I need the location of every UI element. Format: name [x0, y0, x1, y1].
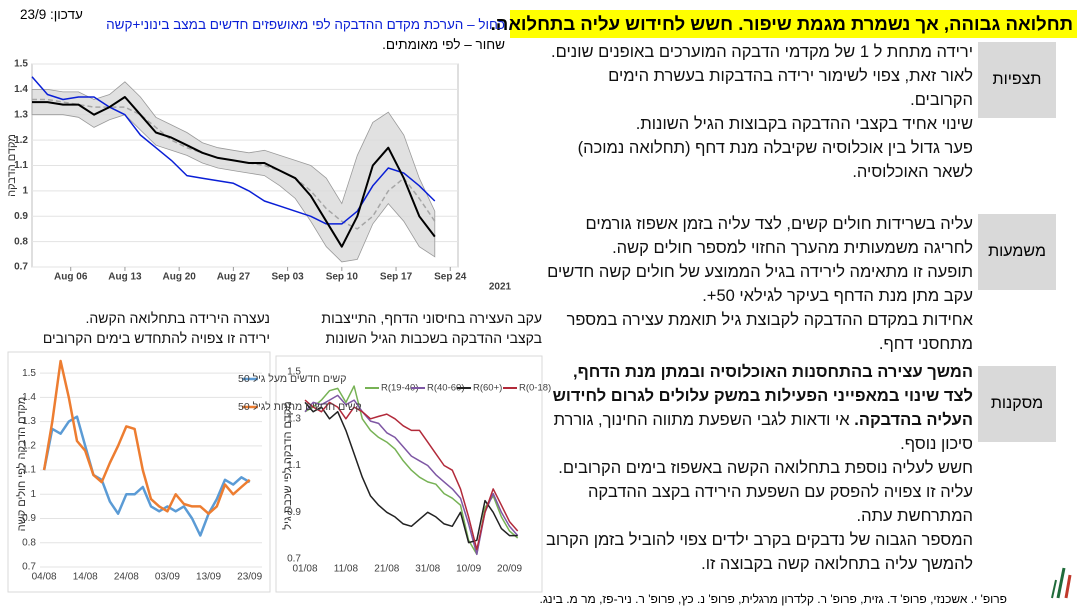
y-tick-label: 1.5: [22, 368, 36, 379]
chart-caption: נעצרה הירידה בתחלואה הקשה. ירידה זו צפוי…: [20, 308, 270, 348]
y-tick-label: 1.1: [22, 465, 36, 476]
legend-label: R(19-40): [381, 383, 419, 394]
y-tick-label: 1.3: [22, 416, 36, 427]
y-tick-label: 1.1: [14, 160, 28, 171]
legend-note: כחול – הערכת מקדם ההדבקה לפי מאושפזים חד…: [106, 17, 505, 32]
y-tick-label: 1.3: [287, 413, 301, 424]
y-tick-label: 1.2: [14, 135, 28, 146]
paragraph: תופעה זו מתאימה לירידה בגיל הממוצע של חו…: [547, 263, 973, 305]
caption-line: עקב העצירה בחיסוני הדחף, התייצבות: [321, 310, 542, 326]
chart-caption: עקב העצירה בחיסוני הדחף, התייצבות בקצבי …: [290, 308, 542, 348]
slide-title: תחלואה גבוהה, אך נשמרת מגמת שיפור. חשש ל…: [491, 10, 1077, 38]
paragraph: המספר הגבוה של נדבקים בקרב ילדים צפוי לה…: [545, 531, 973, 573]
paragraph: עליה בשרידות חולים קשים, לצד עליה בזמן א…: [585, 215, 973, 257]
x-tick-label: Aug 13: [108, 272, 142, 283]
x-tick-label: 14/08: [73, 572, 98, 583]
caption-line: בקצבי ההדבקה בשכבות הגיל השונות: [325, 330, 542, 346]
x-tick-label: Sep 10: [326, 272, 359, 283]
section-text: המשך עצירה בהתחסנות האוכלוסיה ובמתן מנת …: [545, 360, 973, 576]
x-tick-label: 10/09: [456, 564, 481, 575]
series-line: [31, 76, 436, 225]
y-tick-label: 0.7: [14, 262, 28, 273]
y-axis-label: מקדם הדבקה: [6, 134, 18, 197]
x-tick-label: 31/08: [415, 564, 440, 575]
x-tick-label: 13/09: [196, 572, 221, 583]
x-tick-label: Aug 27: [217, 272, 251, 283]
chart-frame: [275, 355, 543, 593]
x-tick-label: Aug 06: [54, 272, 88, 283]
x-axis-label: 2021: [489, 282, 512, 293]
x-tick-label: Sep 24: [434, 272, 467, 283]
legend-note: שחור – לפי מאומתים.: [382, 37, 505, 52]
y-tick-label: 1.1: [287, 460, 301, 471]
y-tick-label: 0.7: [22, 562, 36, 573]
x-tick-label: Aug 20: [162, 272, 196, 283]
y-tick-label: 1: [30, 489, 36, 500]
y-tick-label: 1.3: [14, 109, 28, 120]
series-line: [304, 399, 519, 551]
y-tick-label: 0.7: [287, 554, 301, 565]
x-tick-label: 11/08: [334, 564, 359, 575]
y-tick-label: 0.9: [22, 513, 36, 524]
paragraph: אחידות במקדם ההדבקה לקבוצת גיל תואמת עצי…: [566, 311, 973, 353]
x-tick-label: 23/09: [237, 572, 262, 583]
y-tick-label: 1: [22, 186, 28, 197]
y-tick-label: 0.8: [14, 236, 28, 247]
series-line: [42, 359, 251, 515]
series-line: [32, 96, 436, 248]
update-date: עדכון: 23/9: [20, 7, 83, 22]
paragraph: פער גדול בין אוכלוסיה שקיבלה מנת דחף (תח…: [577, 139, 973, 181]
y-tick-label: 1.4: [22, 392, 36, 403]
y-axis-label: מקדם הדבקה לפי שכבת גיל: [281, 401, 294, 529]
x-tick-label: 21/08: [374, 564, 399, 575]
section-label: תצפיות: [978, 42, 1056, 118]
caption-line: נעצרה הירידה בתחלואה הקשה.: [85, 310, 270, 326]
caption-line: ירידה זו צפויה להתחדש בימים הקרובים: [42, 330, 270, 346]
section-label: משמעות: [978, 214, 1056, 290]
y-axis-label: מקדם הדבקה לפי חולים קשה: [15, 397, 28, 532]
y-tick-label: 1.5: [14, 59, 28, 70]
x-tick-label: 01/08: [292, 564, 317, 575]
legend-label: R(0-18): [519, 383, 551, 394]
legend-label: קשים חדשים מעל גיל 50: [238, 373, 346, 385]
paragraph: ירידה מתחת ל 1 של מקדמי הדבקה המוערכים ב…: [551, 43, 973, 109]
text: אי ודאות לגבי השפעת מתווה החינוך, גוררת …: [553, 411, 973, 453]
legend-label: R(60+): [473, 383, 502, 394]
logo: [1051, 567, 1072, 599]
section-label: מסקנות: [978, 366, 1056, 442]
series-line: [42, 415, 251, 537]
x-tick-label: 04/08: [32, 572, 57, 583]
footer: פרופ' י. אשכנזי, פרופ' ד. גזית, פרופ' ר.…: [539, 592, 1007, 606]
paragraph: חשש לעליה נוספת בתחלואה הקשה באשפוז בימי…: [558, 459, 973, 525]
series-line: [304, 394, 519, 556]
series-line: [304, 401, 518, 544]
y-tick-label: 0.9: [14, 211, 28, 222]
y-tick-label: 0.9: [287, 507, 301, 518]
x-tick-label: 24/08: [114, 572, 139, 583]
plot-area: [40, 361, 262, 567]
y-tick-label: 0.8: [22, 537, 36, 548]
chart-frame: [7, 351, 271, 593]
x-tick-label: 03/09: [155, 572, 180, 583]
legend-label: R(40-60): [427, 383, 465, 394]
y-tick-label: 1.5: [287, 367, 301, 378]
paragraph: שינוי אחיד בקצבי ההדבקה בקבוצות הגיל השו…: [635, 115, 973, 133]
section-text: עליה בשרידות חולים קשים, לצד עליה בזמן א…: [545, 212, 973, 356]
paragraph: המשך עצירה בהתחסנות האוכלוסיה ובמתן מנת …: [545, 360, 973, 456]
uncertainty-band: [31, 81, 436, 263]
x-tick-label: 20/09: [497, 564, 522, 575]
y-tick-label: 1.4: [14, 84, 28, 95]
x-tick-label: Sep 03: [271, 272, 304, 283]
x-tick-label: Sep 17: [380, 272, 413, 283]
bold-text: המשך עצירה בהתחסנות האוכלוסיה ובמתן מנת …: [552, 363, 973, 429]
y-tick-label: 1.2: [22, 440, 36, 451]
section-text: ירידה מתחת ל 1 של מקדמי הדבקה המוערכים ב…: [545, 40, 973, 184]
legend-label: קשים חדשים מתחת לגיל 50: [238, 401, 362, 413]
